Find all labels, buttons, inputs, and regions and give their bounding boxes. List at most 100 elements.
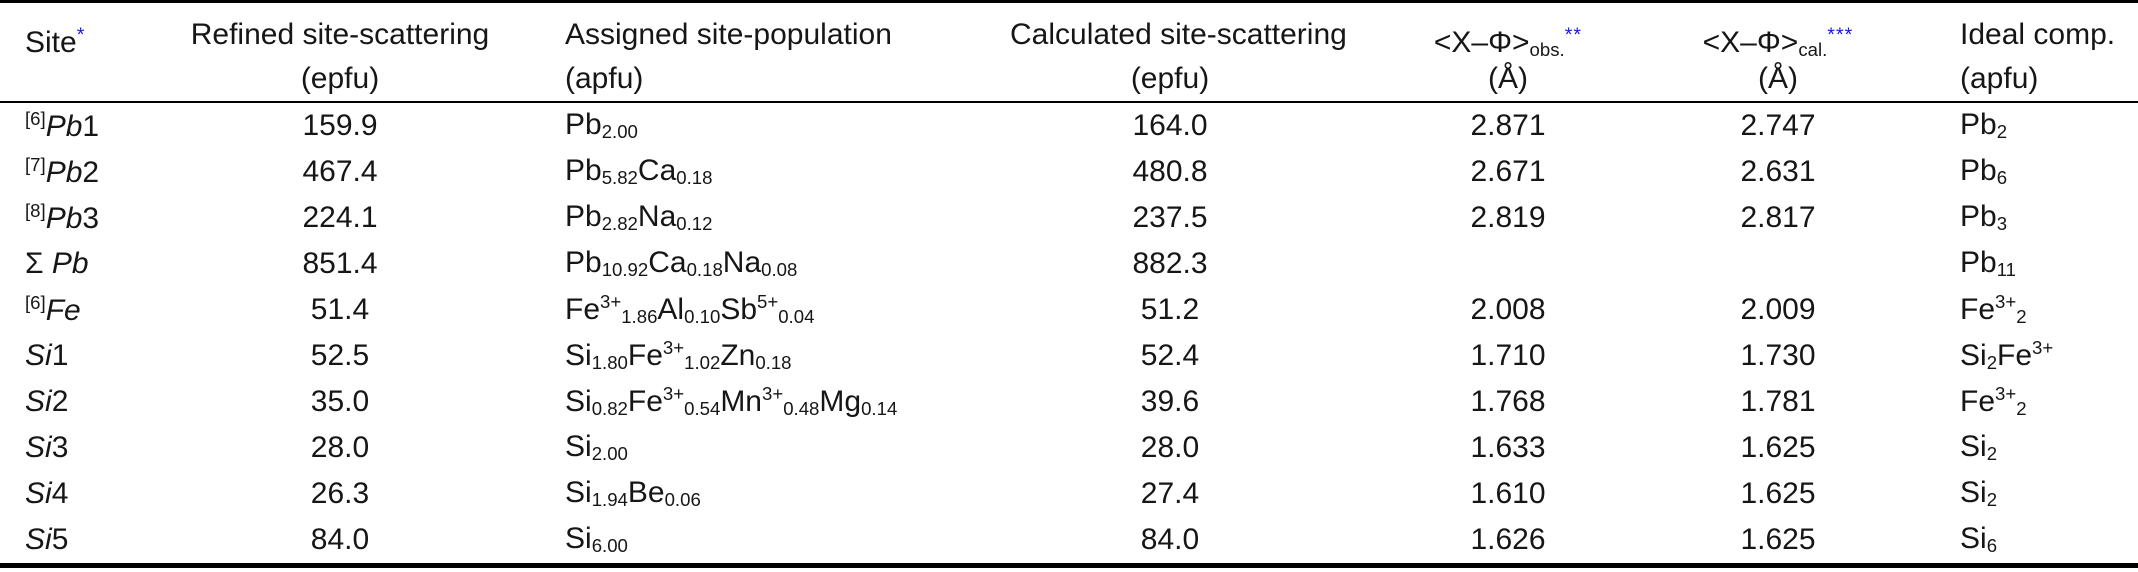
text-token: Ca [648,246,687,280]
text-token: 2 [82,156,100,189]
cell-assigned: Pb10.92Ca0.18Na0.08 [495,241,1010,287]
cell-refined: 52.5 [310,339,370,372]
cell-ideal: Pb11 [1870,241,2138,287]
cell-ideal: Si2 [1870,425,2138,471]
header-line1: Site* [25,13,185,59]
text-token: Si [565,339,592,373]
text-token: 3+ [662,337,685,359]
text-token: [7] [25,154,46,175]
text-token: 0.08 [761,259,798,281]
text-token: 0.14 [861,398,898,420]
header-row: Site* Refined site-scattering (epfu) Assign… [0,1,2138,103]
header-line2: (apfu) [1960,57,2138,101]
text-token: Si [565,385,592,419]
header-line1: <X–Φ>obs.** [1330,13,1686,60]
text-token: 3+ [1995,291,2017,313]
cell-site: Si5 [0,517,185,566]
table-header: Site* Refined site-scattering (epfu) Assign… [0,1,2138,103]
text-token: 3+ [600,291,622,313]
cell-assigned: Si2.00 [495,425,1010,471]
text-token: Zn [720,339,756,373]
text-token: 3+ [1995,383,2017,405]
header-line1: Assigned site-population [565,13,1010,57]
cell-assigned: Pb2.82Na0.12 [495,195,1010,241]
cell-calculated: 237.5 [1132,201,1208,234]
cell-ideal: Pb6 [1870,149,2138,195]
cell-calculated: 882.3 [1132,247,1208,280]
text-token: Fe [627,339,663,373]
text-token: Na [637,200,677,234]
header-line1: Calculated site-scattering [1010,13,1347,57]
text-token: Assigned site-population [565,18,892,51]
text-token: 1.86 [621,306,658,328]
cell-assigned: Si1.80Fe3+1.02Zn0.18 [495,333,1010,379]
text-token: (apfu) [1960,62,2039,95]
cell-cal: 2.747 [1740,109,1816,142]
text-token: 0.04 [778,306,815,328]
text-token: Fe [1960,385,1996,419]
text-token: Si [1960,339,1987,373]
cell-ideal: Fe3+2 [1870,379,2138,425]
text-token: Calculated site-scattering [1010,18,1347,51]
cell-ideal: Si6 [1870,517,2138,566]
text-token: [6] [25,292,46,313]
text-token: 6 [1996,167,2008,189]
cell-assigned: Si6.00 [495,517,1010,566]
cell-obs: 1.610 [1470,477,1546,510]
cell-obs: 2.871 [1470,109,1546,142]
text-token: 2 [1986,489,1998,511]
text-token: 0.12 [676,213,713,235]
text-token: Si [565,522,592,556]
cell-cal [1686,241,1870,287]
text-token: 6.00 [591,535,628,557]
text-token: Pb [1960,154,1997,188]
text-token: 11 [1996,259,2017,281]
text-token: 6 [1986,535,1998,557]
text-token: 0.06 [664,489,701,511]
text-token: Refined site-scattering [190,18,490,51]
text-token: [8] [25,200,46,221]
cell-cal: 1.625 [1740,431,1816,464]
text-token: 3 [1996,213,2008,235]
text-token: Fe [627,385,663,419]
table-row: [6]Pb1 159.9 Pb2.00 164.0 2.871 2.747 Pb2 [0,102,2138,149]
table-body: [6]Pb1 159.9 Pb2.00 164.0 2.871 2.747 Pb2 [7]Pb… [0,102,2138,566]
text-token: Site [25,26,77,59]
text-token: 0.18 [676,167,713,189]
text-token: Si [25,477,52,510]
text-token: Si [25,431,52,464]
cell-refined: 28.0 [310,431,370,464]
header-line2: (Å) [1330,57,1686,101]
cell-refined: 35.0 [310,385,370,418]
text-token: Pb [565,200,602,234]
header-line2: (Å) [1686,57,1870,101]
cell-assigned: Si1.94Be0.06 [495,471,1010,517]
text-token: Pb [45,110,83,143]
table-row: Si1 52.5 Si1.80Fe3+1.02Zn0.18 52.4 1.710 1.73… [0,333,2138,379]
text-token: 4 [51,477,69,510]
text-token: Pb [565,108,602,142]
text-token: Si [565,430,592,464]
cell-assigned: Fe3+1.86Al0.10Sb5+0.04 [495,287,1010,333]
text-token: Si [25,339,52,372]
cell-refined: 851.4 [302,247,378,280]
cell-calculated: 84.0 [1140,523,1200,556]
text-token: Si [1960,476,1987,510]
text-token: 0.82 [591,398,628,420]
footnote-asterisk: ** [1564,24,1583,46]
cell-cal: 1.730 [1740,339,1816,372]
text-token: Pb [1960,200,1997,234]
text-token: Sb [720,293,758,327]
header-line2: (epfu) [1010,57,1330,101]
text-token: 1 [82,110,100,143]
cell-calculated: 27.4 [1140,477,1200,510]
cell-obs: 1.768 [1470,385,1546,418]
text-token: 2 [1986,352,1998,374]
header-line2 [25,57,185,101]
cell-ideal: Pb2 [1870,102,2138,149]
cell-refined: 467.4 [302,155,378,188]
text-token: 2.00 [591,443,628,465]
text-token: Ideal comp. [1960,18,2116,51]
text-token: Ca [637,154,677,188]
